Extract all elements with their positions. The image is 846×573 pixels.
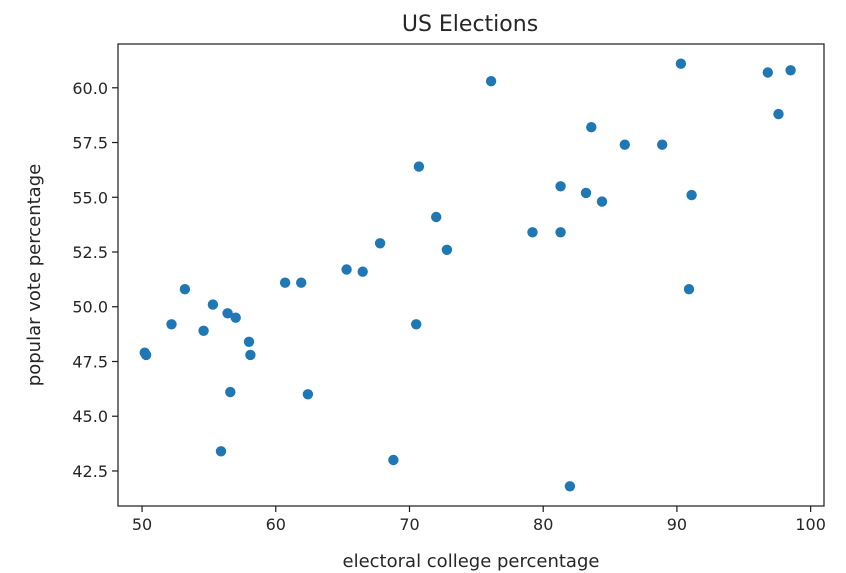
data-point-20: [411, 319, 422, 330]
data-point-15: [302, 389, 314, 400]
data-point-19: [388, 454, 399, 466]
data-point-23: [441, 244, 453, 255]
y-axis-ticks: 42.5 45.0 47.5 50.0 52.5 55.0 57.5 60.0: [72, 79, 118, 481]
data-point-5: [198, 325, 209, 336]
data-point-39: [785, 65, 796, 76]
y-tick-label: 50.0: [72, 298, 108, 317]
x-tick-label: 100: [795, 515, 826, 534]
data-point-38: [773, 108, 784, 120]
data-point-30: [586, 122, 597, 133]
data-point-36: [686, 189, 697, 201]
data-point-37: [762, 67, 773, 78]
data-point-24: [485, 76, 497, 87]
data-point-32: [619, 139, 630, 150]
y-axis-label: popular vote percentage: [24, 164, 45, 386]
data-point-11: [243, 336, 255, 347]
data-point-22: [431, 211, 442, 223]
data-point-13: [279, 277, 291, 288]
x-axis-label: electoral college percentage: [343, 551, 600, 572]
data-point-10: [230, 312, 241, 323]
y-tick-label: 42.5: [72, 462, 108, 481]
data-point-14: [296, 277, 307, 288]
data-point-3: [166, 319, 177, 330]
data-point-33: [657, 139, 668, 150]
x-tick-label: 90: [667, 515, 687, 534]
data-point-35: [683, 284, 695, 295]
data-point-25: [527, 227, 538, 238]
data-point-26: [555, 181, 566, 192]
chart-title: US Elections: [402, 12, 538, 37]
y-tick-label: 52.5: [72, 243, 108, 262]
data-point-34: [675, 58, 687, 69]
data-point-2: [140, 349, 152, 361]
x-tick-label: 80: [533, 515, 553, 534]
data-point-29: [580, 187, 592, 199]
data-point-16: [341, 264, 352, 275]
data-point-7: [215, 446, 227, 457]
x-tick-label: 50: [132, 515, 152, 534]
plot-area: [117, 43, 825, 507]
y-tick-label: 60.0: [72, 79, 108, 98]
data-points: [139, 58, 796, 492]
x-axis-ticks: 50 60 70 80 90 100: [132, 506, 826, 534]
data-point-18: [374, 238, 386, 249]
data-point-17: [357, 266, 368, 277]
data-point-28: [564, 481, 576, 492]
y-tick-label: 57.5: [72, 134, 108, 153]
y-tick-label: 47.5: [72, 352, 108, 371]
data-point-8: [222, 308, 233, 319]
x-tick-label: 70: [399, 515, 419, 534]
data-point-6: [207, 299, 219, 310]
data-point-21: [413, 161, 425, 172]
data-point-12: [245, 349, 256, 361]
data-point-31: [596, 196, 608, 207]
data-point-9: [225, 386, 236, 398]
data-point-27: [555, 227, 566, 238]
y-tick-label: 45.0: [72, 407, 108, 426]
y-tick-label: 55.0: [72, 188, 108, 207]
x-tick-label: 60: [266, 515, 286, 534]
data-point-4: [179, 284, 191, 295]
